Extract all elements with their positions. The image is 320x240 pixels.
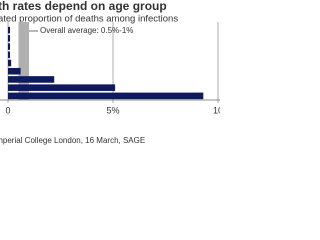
bar bbox=[8, 51, 10, 59]
x-tick-label: 0 bbox=[5, 105, 10, 115]
average-band bbox=[18, 22, 29, 100]
chart: th rates depend on age group ated propor… bbox=[0, 0, 220, 145]
chart-subtitle: ated proportion of deaths among infectio… bbox=[0, 14, 178, 25]
bar bbox=[8, 92, 204, 100]
bar bbox=[8, 59, 12, 67]
page: {"chart_data": {"type": "bar", "orientat… bbox=[0, 0, 220, 150]
bar bbox=[8, 35, 10, 42]
source: Imperial College London, 16 March, SAGE bbox=[0, 136, 145, 145]
x-tick-label: 10 bbox=[213, 105, 220, 115]
chart-title: th rates depend on age group bbox=[0, 0, 167, 13]
bar bbox=[8, 76, 55, 83]
bar bbox=[8, 43, 10, 50]
bar bbox=[8, 67, 21, 75]
x-tick-label: 5% bbox=[106, 105, 119, 115]
bar bbox=[8, 84, 116, 91]
bar bbox=[8, 26, 10, 34]
annotation: Overall average: 0.5%-1% bbox=[40, 26, 133, 35]
